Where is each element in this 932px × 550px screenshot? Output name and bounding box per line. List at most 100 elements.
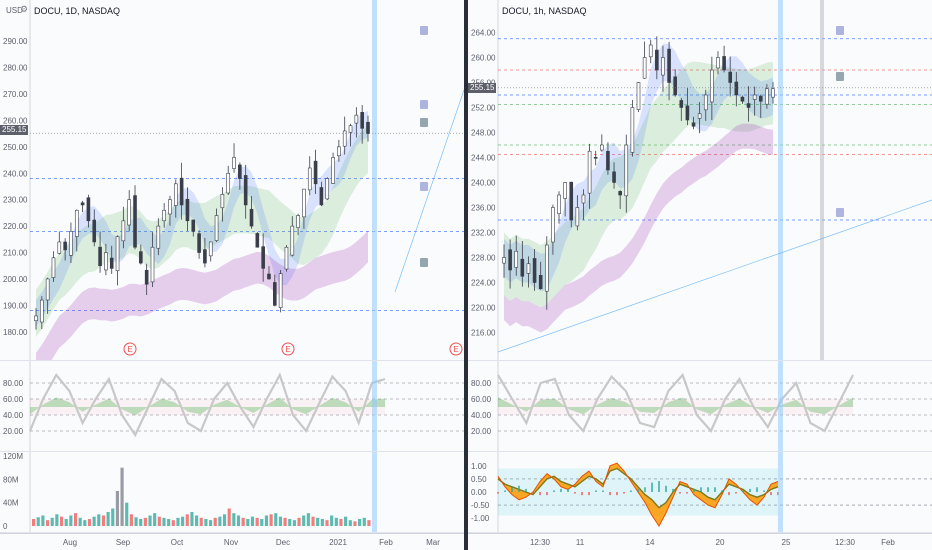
- volume-bar: [185, 514, 189, 526]
- candle-body: [144, 269, 149, 285]
- volume-bar: [50, 517, 54, 526]
- volume-bar: [41, 515, 45, 526]
- y-tick-label: 252.00: [471, 104, 496, 113]
- candle-body: [661, 57, 665, 76]
- macd-histogram-bar: [567, 488, 569, 492]
- left-oscillator-pane[interactable]: 80.00 60.00 40.00 20.00: [0, 361, 464, 451]
- highlight-column: [778, 361, 783, 451]
- split-divider[interactable]: [464, 0, 468, 550]
- candle-body: [655, 49, 659, 71]
- y-tick-label: 270.00: [3, 90, 28, 99]
- candle-body: [69, 231, 73, 256]
- candle-body: [203, 249, 207, 264]
- volume-bar: [339, 519, 343, 526]
- candle-body: [508, 249, 512, 271]
- marker-tag: [836, 72, 844, 81]
- volume-bar: [69, 515, 73, 526]
- right-current-price: 255.15: [468, 83, 497, 93]
- candle-body: [740, 96, 745, 102]
- oscillator-line: [497, 372, 854, 434]
- volume-bar: [115, 491, 119, 526]
- candle-body: [302, 188, 306, 218]
- candle-body: [771, 88, 775, 98]
- left-price-pane[interactable]: 180.00 190.00 200.00 210.00 220.00 230.00 240.…: [0, 0, 464, 360]
- y-tick-label: 80.00: [471, 379, 492, 388]
- volume-bar: [87, 519, 92, 526]
- gear-icon[interactable]: ⚙: [20, 4, 29, 14]
- candle-body: [532, 258, 537, 283]
- macd-histogram-bar: [595, 490, 597, 492]
- volume-bar: [45, 520, 50, 526]
- volume-bar: [227, 508, 231, 526]
- volume-bar: [278, 516, 283, 526]
- candle-body: [255, 233, 260, 248]
- candle-body: [319, 187, 324, 206]
- volume-bar: [344, 516, 348, 526]
- candle-body: [238, 164, 242, 179]
- y-tick-label: 240.00: [3, 169, 28, 178]
- volume-bar: [288, 519, 292, 526]
- volume-bar: [330, 515, 334, 526]
- volume-bar: [264, 515, 269, 526]
- volume-bar: [32, 519, 36, 526]
- volume-bar: [162, 517, 166, 526]
- volume-bar: [92, 516, 96, 526]
- left-volume-pane[interactable]: 120M 80M 40M 0: [0, 452, 464, 532]
- volume-bar: [176, 517, 180, 526]
- volume-bar: [348, 520, 352, 526]
- marker-tag: [836, 208, 844, 217]
- x-tick-label: Dec: [276, 538, 290, 547]
- volume-bar: [153, 513, 157, 526]
- x-tick-label: 12:30: [530, 538, 551, 547]
- marker-tag: [420, 118, 428, 127]
- volume-bar: [334, 517, 338, 526]
- right-time-axis[interactable]: 12:30 11 14 20 25 12:30 Feb: [468, 533, 932, 550]
- purple-ma-band: [504, 123, 773, 333]
- candle-body: [162, 209, 166, 222]
- volume-bar: [222, 514, 227, 526]
- volume-bar: [106, 512, 110, 526]
- x-tick-label: Feb: [881, 538, 895, 547]
- oscillator-line: [28, 372, 386, 438]
- candle-body: [667, 48, 671, 83]
- y-tick-label: 232.00: [471, 229, 496, 238]
- macd-histogram-bar: [714, 487, 716, 492]
- highlight-column: [372, 0, 377, 360]
- y-tick-label: 240.00: [471, 179, 496, 188]
- x-tick-label: 20: [716, 538, 725, 547]
- grey-column: [820, 0, 824, 360]
- blue-ma-band: [36, 110, 368, 327]
- volume-bar: [269, 514, 273, 526]
- earnings-marker-label: E: [285, 345, 290, 354]
- macd-histogram-bar: [546, 492, 548, 496]
- right-macd-pane[interactable]: 1.00 0.50 0.00 -0.50 -1.00: [468, 452, 932, 532]
- oscillator-fill: [30, 397, 385, 416]
- y-tick-label: 0: [3, 522, 8, 531]
- candle-body: [679, 100, 684, 108]
- candle-body: [337, 146, 341, 157]
- y-tick-label: 0.00: [471, 488, 487, 497]
- macd-histogram-bar: [553, 490, 555, 492]
- left-time-axis[interactable]: Aug Sep Oct Nov Dec 2021 Feb Mar: [0, 533, 464, 550]
- volume-bar: [274, 513, 278, 526]
- x-tick-label: Aug: [63, 538, 77, 547]
- candle-body: [307, 167, 312, 191]
- volume-bar: [311, 516, 315, 526]
- candle-body: [150, 246, 155, 283]
- macd-histogram-bar: [749, 488, 751, 492]
- right-oscillator-pane[interactable]: 80.00 60.00 40.00 20.00: [468, 361, 932, 451]
- macd-histogram-bar: [707, 487, 709, 492]
- right-price-pane[interactable]: 216.00 220.00 224.00 228.00 232.00 236.00 240.…: [468, 0, 932, 360]
- candle-body: [173, 183, 178, 206]
- macd-histogram-bar: [532, 492, 534, 494]
- volume-bar: [125, 502, 129, 526]
- marker-tag: [420, 258, 428, 267]
- macd-histogram-bar: [581, 492, 583, 496]
- macd-histogram-bar: [525, 488, 527, 492]
- x-tick-label: Sep: [116, 538, 131, 547]
- y-tick-label: 210.00: [3, 249, 28, 258]
- volume-bar: [73, 513, 78, 526]
- macd-histogram-bar: [742, 490, 744, 492]
- y-tick-label: 248.00: [471, 129, 496, 138]
- green-ma-band: [36, 125, 368, 338]
